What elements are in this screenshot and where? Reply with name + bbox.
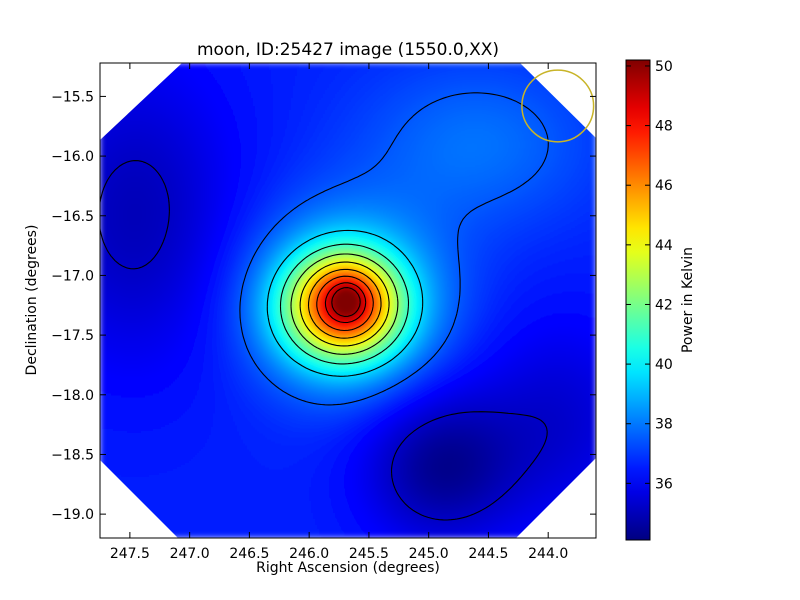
colorbar: 36 38 40 42 44 46 48 50 Power in Kelvin <box>625 59 696 541</box>
beam-circle <box>521 69 595 143</box>
colorbar-tick-label: 46 <box>655 178 673 194</box>
y-tick-label: −18.0 <box>51 388 94 404</box>
colorbar-tick-label: 40 <box>655 357 673 373</box>
x-tick-label: 245.0 <box>409 546 449 562</box>
y-axis: −15.5 −16.0 −16.5 −17.0 −17.5 −18.0 −18.5 −19.0 <box>51 89 596 523</box>
colorbar-frame <box>625 59 651 541</box>
y-tick-label: −17.5 <box>51 328 94 344</box>
contour-level-3 <box>279 243 410 365</box>
x-tick-label: 246.5 <box>229 546 269 562</box>
colorbar-tick-label: 42 <box>655 297 673 313</box>
plot-area <box>100 63 596 538</box>
contour-level-8 <box>324 282 367 324</box>
contour-level-0 <box>100 160 548 521</box>
x-tick-label: 245.5 <box>349 546 389 562</box>
y-tick-label: −16.0 <box>51 149 94 165</box>
x-axis-label: Right Ascension (degrees) <box>256 560 440 576</box>
x-tick-label: 247.5 <box>110 546 150 562</box>
y-axis-label: Declination (degrees) <box>24 225 40 376</box>
y-tick-label: −16.5 <box>51 209 94 225</box>
colorbar-tick-label: 38 <box>655 417 673 433</box>
colorbar-tick-label: 48 <box>655 119 673 135</box>
y-tick-label: −15.5 <box>51 89 94 105</box>
colorbar-ticks: 36 38 40 42 44 46 48 50 <box>626 59 673 492</box>
y-tick-label: −18.5 <box>51 447 94 463</box>
contour-level-9 <box>331 287 361 317</box>
heatmap-raster <box>100 63 596 538</box>
contour-level-1 <box>239 92 549 406</box>
x-axis: 247.5 247.0 246.5 246.0 245.5 245.0 244.5 244.0 <box>110 63 568 562</box>
colorbar-fill <box>626 60 650 540</box>
x-tick-label: 247.0 <box>170 546 210 562</box>
y-tick-label: −19.0 <box>51 507 94 523</box>
colorbar-tick-label: 36 <box>655 476 673 492</box>
x-tick-label: 244.5 <box>468 546 508 562</box>
contour-level-5 <box>299 261 390 347</box>
contour-lines <box>100 92 549 521</box>
y-tick-label: −17.0 <box>51 268 94 284</box>
colorbar-tick-label: 44 <box>655 238 673 254</box>
contour-level-2 <box>266 229 424 377</box>
heatmap-image <box>100 63 596 538</box>
colorbar-tick-label: 50 <box>655 59 673 75</box>
plot-frame <box>99 62 597 539</box>
colorbar-label: Power in Kelvin <box>680 247 696 353</box>
x-tick-label: 244.0 <box>528 546 568 562</box>
contour-level-6 <box>307 268 382 339</box>
contour-level-4 <box>290 253 399 355</box>
x-tick-label: 246.0 <box>289 546 329 562</box>
contour-level-7 <box>316 275 374 332</box>
chart-title: moon, ID:25427 image (1550.0,XX) <box>197 40 499 60</box>
